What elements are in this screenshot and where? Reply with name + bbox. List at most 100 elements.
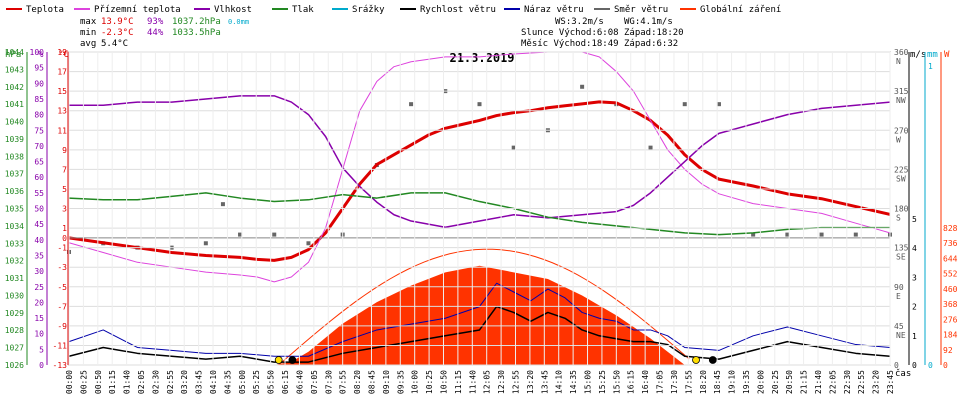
tick-time: 12:55 <box>512 370 521 394</box>
tick-pressure: 1030 <box>5 291 24 300</box>
tick-time: 00:50 <box>94 370 103 394</box>
legend: Teplota Přízemní teplota Vlhkost Tlak Srážky… <box>6 5 781 15</box>
direction-point <box>238 232 243 237</box>
tick-temp: -3 <box>57 263 67 272</box>
tick-temp: 19 <box>57 48 67 57</box>
tick-direction: 315 <box>894 87 909 96</box>
tick-direction-label: NW <box>896 96 906 105</box>
tick-humidity: 10 <box>34 330 44 339</box>
tick-radiation: 552 <box>943 270 958 279</box>
tick-time: 07:55 <box>339 370 348 394</box>
tick-time: 12:05 <box>483 370 492 394</box>
tick-time: 17:55 <box>684 370 693 394</box>
legend-label-tlak: Tlak <box>292 5 314 15</box>
direction-point <box>682 102 687 107</box>
tick-wind: 4 <box>912 244 917 253</box>
tick-time: 05:50 <box>267 370 276 394</box>
tick-temp: 0 <box>62 234 67 243</box>
tick-humidity: 15 <box>34 314 44 323</box>
legend-label-prizemni: Přízemní teplota <box>94 5 181 15</box>
legend-label-rychlost: Rychlost větru <box>420 5 496 15</box>
info-slunce-zapad: Západ:18:20 <box>624 28 684 38</box>
series-vlhkost <box>69 95 891 229</box>
tick-pressure: 1027 <box>5 344 24 353</box>
legend-label-smer: Směr větru <box>614 5 668 15</box>
tick-pressure: 1031 <box>5 274 24 283</box>
tick-time: 15:00 <box>584 370 593 394</box>
tick-time: 23:20 <box>872 370 881 394</box>
tick-time: 16:15 <box>627 370 636 394</box>
unit-hpa: hPa <box>5 50 21 60</box>
direction-point <box>580 84 585 89</box>
tick-direction: 45 <box>894 322 904 331</box>
tick-temp: 7 <box>62 165 67 174</box>
tick-time: 18:20 <box>699 370 708 394</box>
tick-time: 04:35 <box>223 370 232 394</box>
tick-pressure: 1042 <box>5 83 24 92</box>
stat-max-rain: 0.0mm <box>228 18 249 26</box>
tick-time: 09:35 <box>396 370 405 394</box>
stat-avg-label: avg <box>80 39 96 49</box>
tick-humidity: 5 <box>39 345 44 354</box>
tick-temp: -13 <box>53 361 68 370</box>
tick-pressure: 1036 <box>5 187 24 196</box>
tick-humidity: 40 <box>34 236 44 245</box>
stat-min-hum: 44% <box>147 28 164 38</box>
tick-humidity: 95 <box>34 64 44 73</box>
tick-temp: 17 <box>57 68 67 77</box>
tick-direction-label: S <box>896 214 901 223</box>
tick-pressure: 1029 <box>5 309 24 318</box>
direction-point <box>511 145 516 150</box>
stat-avg-temp: 5.4°C <box>101 39 128 49</box>
unit-w: W <box>944 50 950 60</box>
direction-point <box>648 145 653 150</box>
stat-max-label: max <box>80 17 97 27</box>
tick-humidity: 20 <box>34 298 44 307</box>
tick-radiation: 368 <box>943 300 958 309</box>
tick-time: 15:50 <box>612 370 621 394</box>
tick-time: 05:00 <box>238 370 247 394</box>
legend-label-vlhkost: Vlhkost <box>214 5 252 15</box>
tick-time: 02:05 <box>137 370 146 394</box>
tick-temp: 3 <box>62 205 67 214</box>
tick-radiation: 184 <box>943 331 958 340</box>
tick-humidity: 45 <box>34 220 44 229</box>
tick-time: 10:50 <box>439 370 448 394</box>
tick-direction-label: E <box>896 292 901 301</box>
series-teplota <box>68 100 891 262</box>
tick-temp: 11 <box>57 126 67 135</box>
tick-time: 19:35 <box>742 370 751 394</box>
tick-pressure: 1032 <box>5 257 24 266</box>
tick-pressure: 1033 <box>5 239 24 248</box>
tick-temp: 5 <box>62 185 67 194</box>
tick-rain: 0 <box>928 361 933 370</box>
tick-time: 00:25 <box>79 370 88 394</box>
tick-direction: 135 <box>894 244 909 253</box>
tick-humidity: 80 <box>34 111 44 120</box>
tick-pressure: 1043 <box>5 65 24 74</box>
legend-label-teplota: Teplota <box>26 5 64 15</box>
info-mesic-zapad: Západ:6:32 <box>624 39 678 49</box>
tick-direction-label: W <box>896 135 901 144</box>
chart-title: 21.3.2019 <box>449 51 514 65</box>
series-rychlost-vetru <box>68 305 891 363</box>
tick-direction-label: SW <box>896 174 906 183</box>
series-tlak <box>68 192 890 236</box>
tick-wind: 0 <box>912 361 917 370</box>
tick-radiation: 0 <box>943 361 948 370</box>
legend-label-naraz: Náraz větru <box>524 5 584 15</box>
tick-time: 01:40 <box>123 370 132 394</box>
series-globalni-zareni <box>69 265 890 365</box>
radiation-theoretical-arc <box>278 248 690 366</box>
tick-humidity: 30 <box>34 267 44 276</box>
stat-min-press: 1033.5hPa <box>172 28 221 38</box>
tick-wind: 5 <box>912 215 917 224</box>
tick-wind: 2 <box>912 303 917 312</box>
tick-time: 06:40 <box>295 370 304 394</box>
sun-marker <box>274 356 283 364</box>
direction-point <box>409 102 414 107</box>
axis-units: hPa % °C m/s mm W <box>5 50 950 60</box>
tick-time: 11:40 <box>468 370 477 394</box>
tick-time: 16:40 <box>641 370 650 394</box>
